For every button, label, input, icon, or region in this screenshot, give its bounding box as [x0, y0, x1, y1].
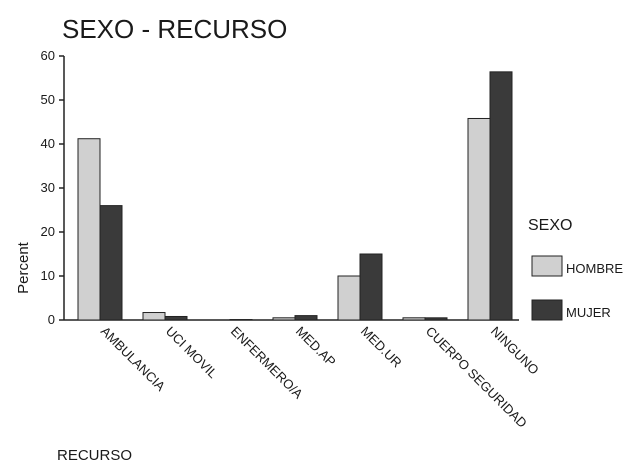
y-tick-label: 40	[41, 136, 55, 151]
axes	[63, 56, 519, 321]
legend-label-mujer: MUJER	[566, 305, 611, 320]
y-tick-label: 20	[41, 224, 55, 239]
y-tick-label: 60	[41, 48, 55, 63]
legend: SEXO HOMBRE MUJER	[528, 217, 623, 321]
bar-hombre-1	[142, 312, 166, 321]
bar-hombre-0	[77, 138, 101, 321]
y-axis-label: Percent	[15, 241, 32, 294]
y-ticks: 0 10 20 30 40 50 60	[41, 48, 64, 327]
bar-mujer-5	[424, 317, 448, 321]
bar-mujer-3	[294, 315, 318, 321]
chart-title: SEXO - RECURSO	[62, 14, 287, 44]
bar-hombre-5	[402, 317, 426, 321]
x-tick-label: MED.UR	[358, 324, 405, 371]
legend-label-hombre: HOMBRE	[566, 261, 623, 276]
y-tick-label: 0	[48, 312, 55, 327]
x-axis-label: RECURSO	[57, 447, 132, 464]
bar-hombre-3	[272, 317, 296, 321]
bar-mujer-6	[489, 71, 513, 321]
bar-mujer-0	[99, 205, 123, 321]
bar-mujer-4	[359, 253, 383, 321]
y-tick-label: 50	[41, 92, 55, 107]
x-tick-label: MED.AP	[293, 324, 339, 370]
bar-hombre-4	[337, 275, 361, 321]
legend-swatch-mujer	[531, 299, 563, 321]
bar-mujer-1	[164, 315, 188, 321]
x-tick-label: NINGUNO	[488, 324, 542, 378]
bars	[77, 71, 513, 321]
legend-swatch-hombre	[531, 255, 563, 277]
y-tick-label: 30	[41, 180, 55, 195]
bar-hombre-6	[467, 117, 491, 321]
legend-title: SEXO	[528, 217, 572, 234]
y-tick-label: 10	[41, 268, 55, 283]
x-tick-label: UCI MOVIL	[163, 324, 221, 382]
x-tick-label: AMBULANCIA	[98, 324, 169, 395]
